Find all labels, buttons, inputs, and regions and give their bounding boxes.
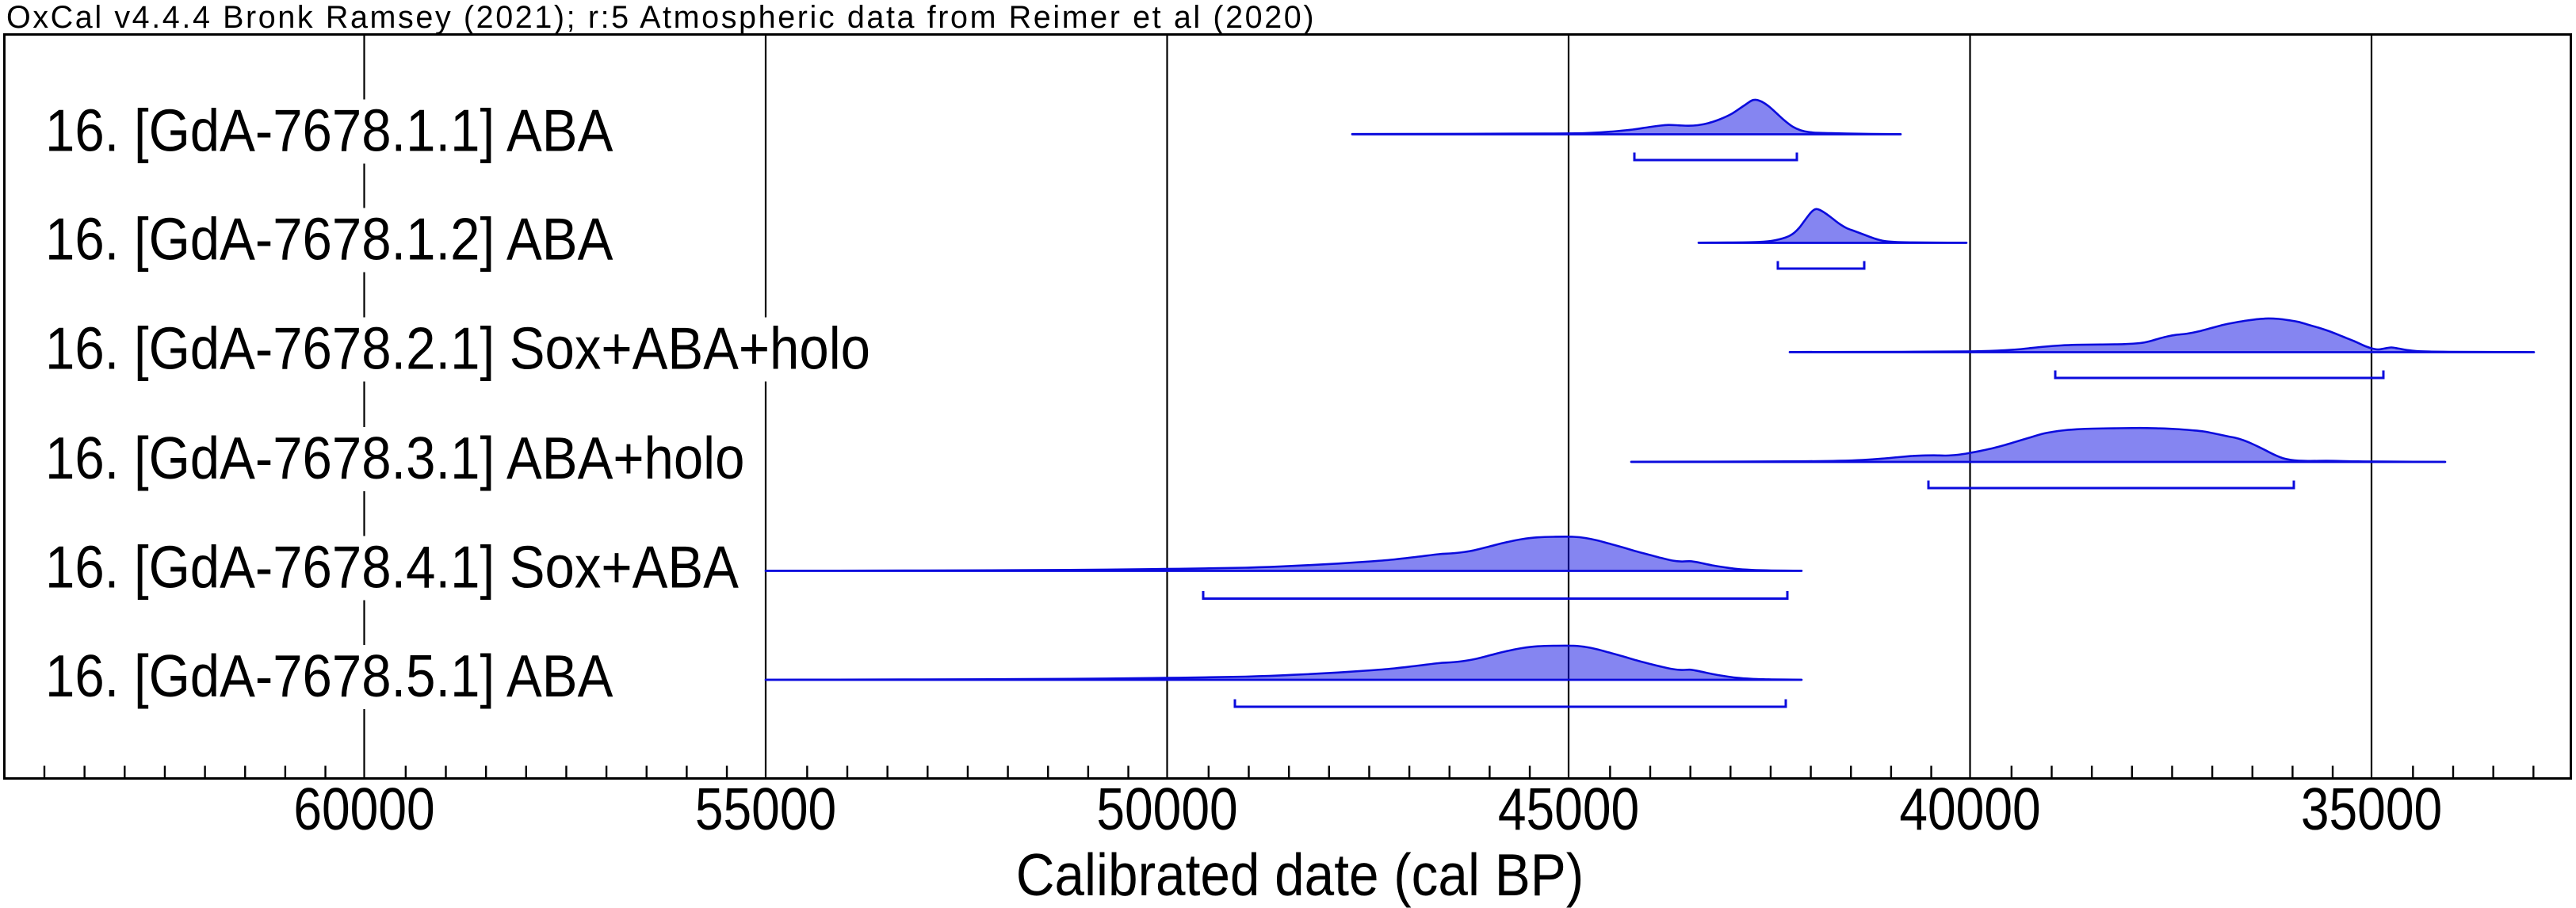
svg-text:35000: 35000 — [2301, 776, 2442, 842]
svg-text:60000: 60000 — [293, 776, 434, 842]
svg-text:OxCal v4.4.4 Bronk Ramsey (202: OxCal v4.4.4 Bronk Ramsey (2021); r:5 At… — [6, 0, 1316, 35]
svg-text:50000: 50000 — [1096, 776, 1237, 842]
svg-text:45000: 45000 — [1498, 776, 1639, 842]
svg-text:Calibrated date (cal BP): Calibrated date (cal BP) — [1016, 842, 1584, 908]
svg-text:16. [GdA-7678.2.1] Sox+ABA+hol: 16. [GdA-7678.2.1] Sox+ABA+holo — [45, 316, 870, 382]
svg-text:55000: 55000 — [695, 776, 836, 842]
svg-text:16. [GdA-7678.1.1] ABA: 16. [GdA-7678.1.1] ABA — [45, 98, 613, 164]
svg-text:40000: 40000 — [1899, 776, 2040, 842]
svg-text:16. [GdA-7678.4.1] Sox+ABA: 16. [GdA-7678.4.1] Sox+ABA — [45, 535, 739, 601]
svg-text:16. [GdA-7678.1.2] ABA: 16. [GdA-7678.1.2] ABA — [45, 207, 613, 273]
svg-text:16. [GdA-7678.5.1] ABA: 16. [GdA-7678.5.1] ABA — [45, 644, 613, 710]
svg-text:16. [GdA-7678.3.1] ABA+holo: 16. [GdA-7678.3.1] ABA+holo — [45, 426, 744, 492]
